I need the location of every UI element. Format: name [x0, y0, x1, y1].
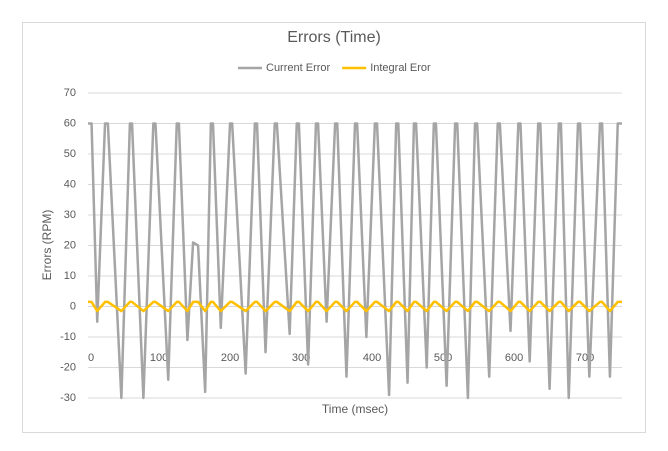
chart-title: Errors (Time) — [287, 29, 381, 46]
x-tick-label: 400 — [363, 352, 381, 364]
x-tick-label: 0 — [88, 352, 94, 364]
x-tick-label: 100 — [150, 352, 168, 364]
y-tick-label: 10 — [64, 270, 76, 282]
y-tick-label: 0 — [70, 300, 76, 312]
x-axis-label: Time (msec) — [322, 402, 388, 416]
x-tick-label: 300 — [292, 352, 310, 364]
y-tick-label: 60 — [64, 117, 76, 129]
y-axis-label: Errors (RPM) — [40, 210, 54, 281]
y-tick-label: -20 — [60, 361, 76, 373]
series-line — [88, 300, 622, 313]
x-tick-label: 200 — [221, 352, 239, 364]
y-tick-label: 30 — [64, 209, 76, 221]
series-line — [88, 122, 622, 400]
y-tick-label: 50 — [64, 148, 76, 160]
legend-label: Current Error — [266, 62, 331, 74]
y-tick-label: -30 — [60, 392, 76, 404]
y-tick-label: 20 — [64, 239, 76, 251]
y-tick-label: 70 — [64, 87, 76, 99]
y-tick-label: -10 — [60, 331, 76, 343]
y-tick-label: 40 — [64, 178, 76, 190]
legend-label: Integral Eror — [370, 62, 431, 74]
chart-frame — [22, 22, 646, 433]
x-tick-label: 600 — [505, 352, 523, 364]
x-tick-label: 500 — [434, 352, 452, 364]
